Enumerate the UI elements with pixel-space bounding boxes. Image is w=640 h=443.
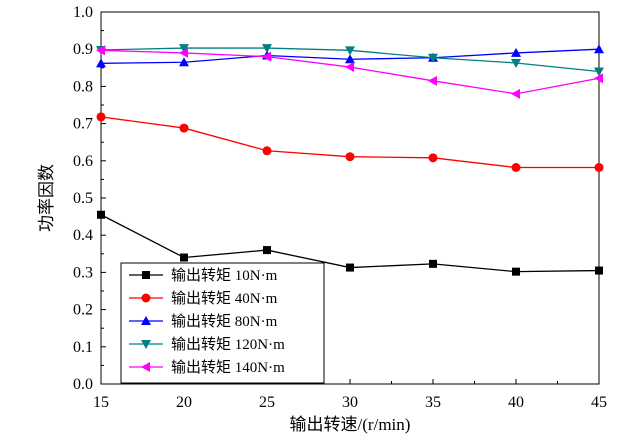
legend-marker bbox=[142, 271, 150, 279]
data-point bbox=[262, 146, 272, 156]
legend-label: 输出转矩 120N·m bbox=[171, 336, 285, 353]
legend-item: 输出转矩 10N·m bbox=[129, 267, 278, 284]
data-point bbox=[179, 57, 189, 67]
x-tick-label: 40 bbox=[508, 394, 524, 411]
data-point bbox=[594, 73, 603, 84]
data-point bbox=[262, 44, 272, 54]
data-point bbox=[511, 47, 521, 57]
series-3 bbox=[96, 44, 604, 68]
data-point bbox=[180, 253, 188, 262]
data-point bbox=[428, 53, 438, 63]
data-point bbox=[594, 44, 604, 54]
data-point bbox=[511, 162, 521, 172]
data-point bbox=[511, 58, 521, 68]
legend-marker bbox=[141, 293, 151, 303]
data-point bbox=[428, 75, 437, 86]
x-axis: 15 20 25 30 35 40 45 bbox=[93, 379, 607, 411]
data-point bbox=[512, 267, 520, 276]
y-axis: 0.0 0.1 0.2 0.3 0.4 0.5 0.6 0.7 0.8 0.9 1.0 bbox=[73, 4, 106, 393]
series-5 bbox=[96, 45, 603, 99]
legend-label: 输出转矩 140N·m bbox=[171, 359, 285, 376]
legend-marker bbox=[141, 316, 151, 325]
legend-item: 输出转矩 40N·m bbox=[129, 290, 278, 307]
y-tick-label: 0.4 bbox=[73, 227, 93, 244]
data-point bbox=[345, 152, 355, 162]
x-axis-title: 输出转速/(r/min) bbox=[290, 415, 411, 434]
data-point bbox=[96, 45, 105, 56]
data-point bbox=[429, 259, 437, 268]
data-point bbox=[345, 54, 355, 64]
y-tick-label: 0.3 bbox=[73, 264, 93, 281]
y-tick-label: 0.8 bbox=[73, 78, 93, 95]
data-point bbox=[428, 153, 438, 163]
legend-marker bbox=[141, 362, 150, 372]
series-4 bbox=[96, 44, 604, 77]
y-tick-label: 1.0 bbox=[73, 4, 93, 21]
data-point bbox=[594, 162, 604, 172]
y-tick-label: 0.2 bbox=[73, 302, 93, 319]
legend: 输出转矩 10N·m 输出转矩 40N·m 输出转矩 80N·m 输出转矩 120N·… bbox=[120, 262, 325, 384]
data-point bbox=[97, 210, 105, 219]
series-layer bbox=[96, 44, 604, 276]
data-point bbox=[345, 46, 355, 56]
data-point bbox=[179, 123, 189, 133]
x-tick-label: 30 bbox=[342, 394, 358, 411]
legend-item: 输出转矩 80N·m bbox=[129, 313, 278, 330]
y-tick-label: 0.1 bbox=[73, 339, 93, 356]
data-point bbox=[96, 58, 106, 68]
legend-item: 输出转矩 140N·m bbox=[129, 359, 285, 376]
y-tick-label: 0.6 bbox=[73, 153, 93, 170]
legend-marker bbox=[141, 340, 151, 349]
x-tick-label: 25 bbox=[259, 394, 275, 411]
data-point bbox=[594, 67, 604, 77]
legend-label: 输出转矩 10N·m bbox=[171, 267, 278, 284]
x-tick-label: 35 bbox=[425, 394, 441, 411]
data-point bbox=[511, 88, 520, 99]
x-tick-label: 45 bbox=[591, 394, 607, 411]
series-1 bbox=[97, 210, 603, 276]
data-point bbox=[345, 62, 354, 73]
x-tick-label: 15 bbox=[93, 394, 109, 411]
data-point bbox=[263, 246, 271, 255]
y-tick-label: 0.9 bbox=[73, 41, 93, 58]
data-point bbox=[179, 47, 188, 58]
data-point bbox=[346, 263, 354, 272]
y-tick-label: 0.5 bbox=[73, 190, 93, 207]
y-axis-title: 功率因数 bbox=[37, 164, 56, 232]
legend-label: 输出转矩 80N·m bbox=[171, 313, 278, 330]
legend-box bbox=[120, 262, 325, 384]
data-point bbox=[262, 51, 271, 62]
data-point bbox=[96, 112, 106, 122]
legend-item: 输出转矩 120N·m bbox=[129, 336, 285, 353]
y-tick-label: 0.0 bbox=[73, 376, 93, 393]
data-point bbox=[179, 44, 189, 54]
series-2 bbox=[96, 112, 604, 172]
legend-label: 输出转矩 40N·m bbox=[171, 290, 278, 307]
y-tick-label: 0.7 bbox=[73, 116, 93, 133]
x-tick-label: 20 bbox=[176, 394, 192, 411]
data-point bbox=[595, 266, 603, 275]
